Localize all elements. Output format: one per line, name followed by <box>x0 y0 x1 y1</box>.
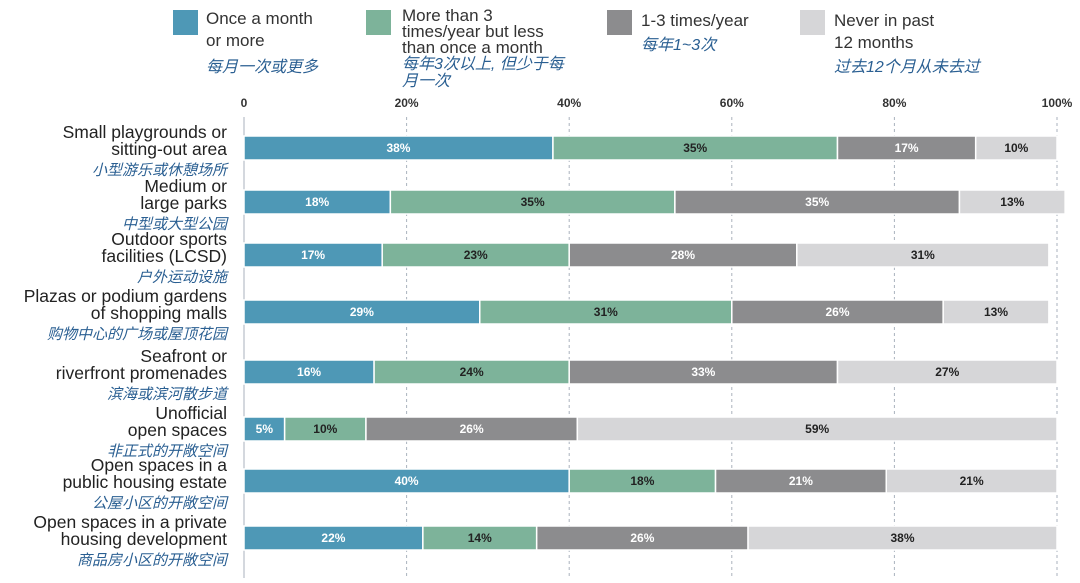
bar-segment <box>796 242 1050 268</box>
bar-value-label: 22% <box>321 531 345 545</box>
category-label: Plazas or podium gardens of shopping mall… <box>23 286 227 323</box>
legend-swatch <box>607 10 632 35</box>
bar-segment <box>479 299 733 325</box>
bar-value-label: 18% <box>305 195 329 209</box>
bar-value-label: 21% <box>960 474 984 488</box>
bar-value-label: 31% <box>594 305 618 319</box>
bar-segment <box>576 416 1058 442</box>
bar-value-label: 35% <box>683 141 707 155</box>
legend-label-zh: 过去12个月从未去过 <box>834 59 980 76</box>
bar-value-label: 35% <box>521 195 545 209</box>
bar-value-label: 10% <box>313 422 337 436</box>
category-label-zh: 小型游乐或休憩场所 <box>91 162 227 179</box>
legend-label: 1-3 times/year <box>641 11 749 30</box>
legend-label: Once a month or more <box>206 9 313 50</box>
bar-segment <box>552 135 839 161</box>
x-tick-label: 20% <box>394 96 419 110</box>
category-label-zh: 公屋小区的开敞空间 <box>91 495 227 512</box>
bar-value-label: 16% <box>297 365 321 379</box>
bar-segment <box>836 135 977 161</box>
category-label: Open spaces in a private housing developm… <box>33 512 227 549</box>
legend-label-zh: 每年3次以上, 但少于每 月一次 <box>402 56 564 90</box>
bar-segment <box>243 242 383 268</box>
bar-segment <box>283 416 367 442</box>
bar-segment <box>942 299 1050 325</box>
bar-segment <box>747 525 1058 551</box>
bar-value-label: 18% <box>630 474 654 488</box>
legend-swatch <box>366 10 391 35</box>
category-label: Unofficial open spaces <box>127 403 227 440</box>
bar-segment <box>885 468 1058 494</box>
bar-value-label: 5% <box>256 422 274 436</box>
bar-segment <box>373 359 570 385</box>
bar-value-label: 38% <box>891 531 915 545</box>
bar-segment <box>243 189 392 215</box>
x-tick-label: 100% <box>1041 96 1073 110</box>
bar-value-label: 27% <box>935 365 959 379</box>
bar-value-label: 33% <box>691 365 715 379</box>
category-label-zh: 中型或大型公园 <box>121 216 227 233</box>
category-label-zh: 户外运动设施 <box>136 269 227 286</box>
bar-value-label: 17% <box>895 141 919 155</box>
bar-segment <box>243 359 375 385</box>
bar-segment <box>422 525 538 551</box>
bar-value-label: 26% <box>825 305 849 319</box>
category-label: Outdoor sports facilities (LCSD) <box>101 229 227 266</box>
bar-value-label: 26% <box>630 531 654 545</box>
bar-value-label: 59% <box>805 422 829 436</box>
bar-segment <box>974 135 1058 161</box>
bar-segment <box>243 416 286 442</box>
bar-value-label: 23% <box>464 248 488 262</box>
legend-swatch <box>173 10 198 35</box>
bar-segment <box>243 525 424 551</box>
legend-label-zh: 每月一次或更多 <box>206 59 319 76</box>
category-label: Seafront or riverfront promenades <box>55 346 227 383</box>
bar-value-label: 17% <box>301 248 325 262</box>
bar-value-label: 26% <box>460 422 484 436</box>
bar-value-label: 14% <box>468 531 492 545</box>
legend-swatch <box>800 10 825 35</box>
bar-segment <box>535 525 749 551</box>
bar-segment <box>674 189 961 215</box>
bar-segment <box>731 299 944 325</box>
category-label-zh: 购物中心的广场或屋顶花园 <box>46 326 227 343</box>
x-tick-label: 40% <box>557 96 582 110</box>
bar-value-label: 29% <box>350 305 374 319</box>
x-tick-label: 80% <box>882 96 907 110</box>
bar-segment <box>836 359 1058 385</box>
category-label-zh: 非正式的开敞空间 <box>106 443 227 460</box>
bar-segment <box>568 242 798 268</box>
category-label: Open spaces in a public housing estate <box>62 455 227 492</box>
bar-segment <box>714 468 888 494</box>
bar-value-label: 40% <box>395 474 419 488</box>
bar-value-label: 21% <box>789 474 813 488</box>
category-label-zh: 滨海或滨河散步道 <box>106 386 227 403</box>
bar-value-label: 38% <box>386 141 410 155</box>
category-label-zh: 商品房小区的开敞空间 <box>76 552 227 569</box>
bar-segment <box>243 468 570 494</box>
bar-value-label: 28% <box>671 248 695 262</box>
bar-segment <box>568 468 717 494</box>
bar-value-label: 24% <box>460 365 484 379</box>
legend-label-zh: 每年1~3次 <box>641 37 717 54</box>
bar-value-label: 13% <box>984 305 1008 319</box>
category-label: Medium or large parks <box>140 176 227 213</box>
bar-value-label: 10% <box>1004 141 1028 155</box>
bar-segment <box>958 189 1066 215</box>
x-tick-label: 0 <box>240 96 248 110</box>
bar-segment <box>243 135 554 161</box>
x-tick-label: 60% <box>719 96 744 110</box>
bar-value-label: 35% <box>805 195 829 209</box>
bar-value-label: 31% <box>911 248 935 262</box>
category-label: Small playgrounds or sitting-out area <box>62 122 227 159</box>
legend-label: More than 3 times/year but less than once … <box>402 6 544 57</box>
bar-value-label: 13% <box>1000 195 1024 209</box>
legend-label: Never in past 12 months <box>834 11 935 52</box>
